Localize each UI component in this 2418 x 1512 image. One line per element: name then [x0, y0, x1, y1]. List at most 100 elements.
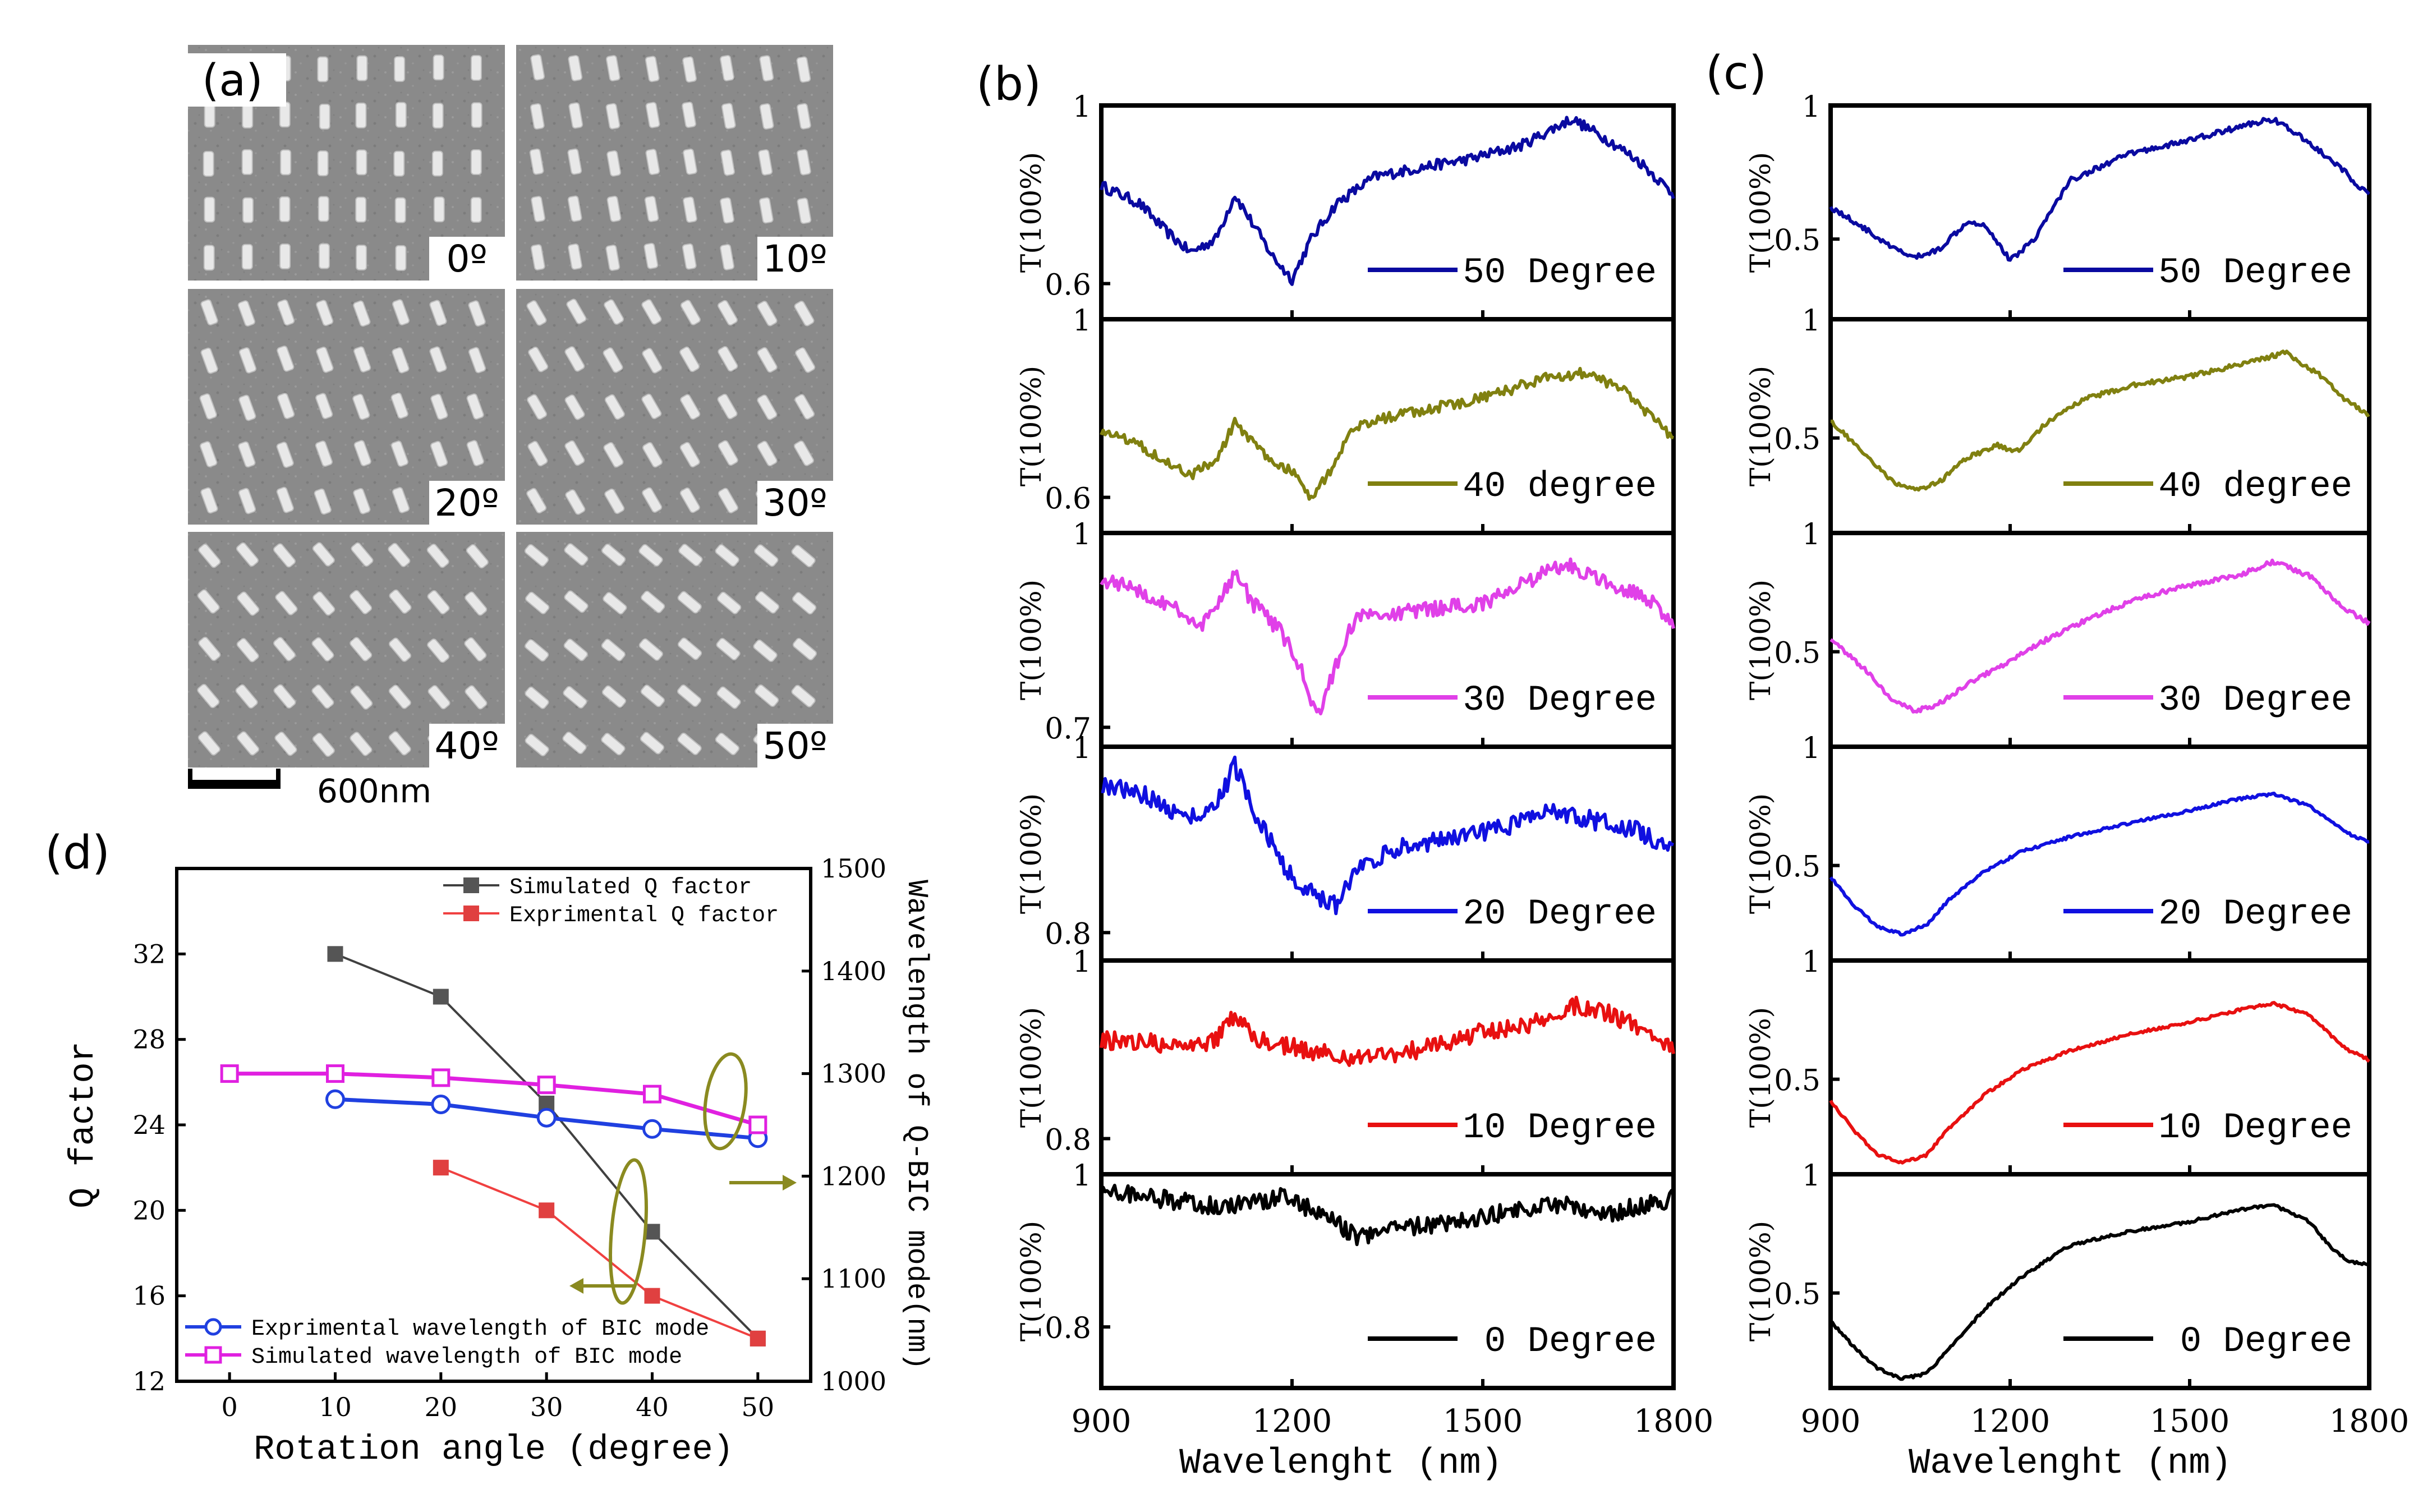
y-tick-label: 1 — [1802, 304, 1821, 338]
nanopillar — [601, 544, 626, 567]
spectrum-panel: 1 0.5T(100%) 30 Degree — [1744, 518, 2371, 749]
annotation-ellipse-right — [703, 1052, 748, 1151]
nanopillar — [524, 544, 549, 567]
nanopillar — [525, 639, 549, 662]
nanopillar — [753, 639, 778, 662]
data-point — [431, 1094, 451, 1114]
nanopillar — [717, 591, 742, 614]
nanopillar — [720, 243, 735, 270]
y-axis-label: T(100%) — [1744, 366, 1777, 486]
x-tick-label: 50 — [742, 1392, 775, 1422]
nanopillar — [567, 195, 582, 222]
nanopillar — [568, 102, 583, 129]
y-tick-label: 0.6 — [1045, 269, 1091, 302]
data-point — [326, 1064, 344, 1083]
nanopillar — [314, 488, 332, 515]
nanopillar — [353, 440, 371, 467]
angle-label-bg — [757, 237, 833, 281]
spectrum-panel: 1 0.6T(100%) 50 Degree — [1015, 90, 1676, 321]
y2-tick-label: 1200 — [821, 1161, 886, 1191]
nanopillar — [319, 103, 330, 130]
scale-bar — [188, 780, 281, 789]
nanopillar — [242, 102, 254, 128]
x-axis-label: Rotation angle (degree) — [254, 1430, 734, 1469]
nanopillar — [198, 636, 221, 661]
nanopillar — [311, 637, 334, 661]
sem-image-0deg: 0º — [188, 45, 505, 281]
sem-image-30deg: 30º — [516, 289, 833, 525]
nanopillar — [645, 56, 660, 82]
data-point — [537, 1076, 556, 1095]
nanopillar — [392, 347, 410, 374]
nanopillar — [716, 637, 741, 660]
nanopillar — [642, 487, 663, 513]
nanopillar — [716, 686, 741, 709]
y-tick-label: 0.5 — [1774, 851, 1821, 884]
nanopillar — [525, 686, 549, 709]
nanopillar — [757, 301, 778, 327]
nanopillar — [562, 732, 587, 755]
legend-label: 0 Degree — [2180, 1322, 2352, 1362]
y2-tick-label: 1400 — [821, 956, 886, 986]
y-axis-label: T(100%) — [1744, 580, 1777, 700]
nanopillar — [388, 637, 411, 662]
angle-label: 30º — [762, 481, 827, 525]
nanopillar — [720, 197, 734, 224]
series-line — [229, 1072, 759, 1127]
nanopillar — [718, 488, 738, 513]
x-tick-label: 1800 — [1634, 1403, 1714, 1440]
y-tick-label: 0.5 — [1774, 1064, 1821, 1098]
nanopillar — [642, 348, 663, 374]
data-point — [642, 1119, 662, 1139]
annotation-arrowhead-right — [783, 1175, 797, 1191]
nanopillar — [466, 544, 489, 569]
nanopillar — [237, 300, 256, 327]
scale-bar-cap-left — [188, 769, 192, 785]
panel-label-d: (d) — [45, 826, 110, 880]
nanopillar — [394, 56, 406, 82]
nanopillar — [388, 684, 411, 709]
nanopillar — [645, 102, 660, 128]
sem-image-50deg: 50º — [516, 532, 833, 768]
nanopillar — [755, 684, 779, 707]
nanopillar — [718, 440, 738, 466]
x-tick-label: 900 — [1072, 1403, 1132, 1440]
nanopillar — [715, 544, 739, 567]
nanopillar — [427, 685, 450, 710]
panel-label-b: (b) — [976, 58, 1041, 111]
nanopillar — [755, 591, 780, 614]
series — [327, 946, 766, 1346]
nanopillar — [682, 56, 697, 83]
nanopillar — [794, 440, 814, 466]
nanopillar — [529, 148, 544, 175]
y-axis-label: T(100%) — [1015, 1007, 1047, 1128]
nanopillar — [759, 55, 774, 82]
y-tick-label: 32 — [132, 939, 166, 969]
legend-marker — [204, 1346, 222, 1364]
nanopillar — [353, 488, 371, 514]
nanopillar — [273, 637, 296, 661]
nanopillar — [318, 243, 330, 269]
legend-label: 0 Degree — [1484, 1322, 1657, 1362]
angle-label: 0º — [446, 237, 487, 281]
nanopillar — [466, 440, 484, 466]
nanopillar — [356, 55, 368, 81]
nanopillar — [792, 592, 817, 615]
nanopillar — [531, 196, 546, 222]
nanopillar — [426, 544, 449, 568]
nanopillar — [315, 393, 333, 420]
nanopillar — [274, 732, 297, 756]
nanopillar — [680, 300, 701, 325]
y-tick-label: 1 — [1073, 90, 1091, 124]
nanopillar — [203, 150, 214, 177]
nanopillar — [236, 638, 259, 663]
y2-tick-label: 1300 — [821, 1059, 886, 1089]
spectrum-line — [1830, 350, 2370, 492]
nanopillar — [280, 149, 292, 176]
nanopillar — [601, 638, 626, 661]
x-tick-label: 10 — [319, 1392, 352, 1422]
nanopillar — [356, 149, 367, 176]
nanopillar — [429, 346, 447, 373]
nanopillar — [395, 102, 407, 128]
nanopillar — [717, 393, 738, 420]
